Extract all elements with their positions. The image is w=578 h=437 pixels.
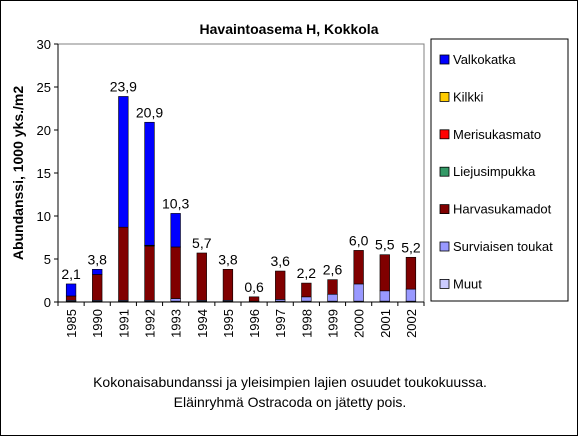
- legend-swatch: [440, 55, 449, 64]
- bar-segment: [406, 257, 416, 289]
- caption-line-2: Eläinryhmä Ostracoda on jätetty pois.: [1, 394, 578, 410]
- x-tick-label: 1990: [90, 309, 105, 338]
- bar-segment: [302, 297, 312, 301]
- bar-segment: [66, 296, 76, 300]
- total-data-label: 5,2: [401, 239, 421, 255]
- legend-swatch: [440, 205, 449, 214]
- legend-label: Surviaisen toukat: [453, 239, 553, 254]
- legend-label: Kilkki: [453, 89, 483, 104]
- bar-segment: [380, 291, 390, 301]
- legend-label: Merisukasmato: [453, 127, 541, 142]
- x-tick-label: 1995: [221, 309, 236, 338]
- bar-segment: [171, 299, 181, 302]
- y-tick-label: 5: [44, 252, 51, 267]
- total-data-label: 5,5: [375, 237, 395, 253]
- chart-title: Havaintoasema H, Kokkola: [200, 21, 379, 37]
- bar-segment: [197, 253, 207, 300]
- legend-swatch: [440, 130, 449, 139]
- total-data-label: 0,6: [244, 279, 264, 295]
- legend-swatch: [440, 242, 449, 251]
- bar-segment: [92, 269, 102, 274]
- bar-segment: [119, 96, 129, 227]
- legend-label: Liejusimpukka: [453, 164, 536, 179]
- bar-segment: [145, 122, 155, 245]
- total-data-label: 10,3: [162, 195, 189, 211]
- caption-line-1: Kokonaisabundanssi ja yleisimpien lajien…: [1, 374, 578, 390]
- x-tick-label: 1993: [169, 309, 184, 338]
- x-tick-label: 1985: [64, 309, 79, 338]
- x-tick-label: 1994: [195, 309, 210, 338]
- y-tick-label: 25: [37, 80, 51, 95]
- x-tick-label: 1991: [116, 309, 131, 338]
- bar-segment: [171, 213, 181, 247]
- y-tick-label: 20: [37, 123, 51, 138]
- x-tick-label: 2002: [404, 309, 419, 338]
- legend-label: Muut: [453, 276, 482, 291]
- total-data-label: 2,1: [61, 266, 81, 282]
- bar-segment: [328, 294, 338, 301]
- y-axis-label: Abundanssi, 1000 yks./m2: [10, 86, 26, 261]
- total-data-label: 5,7: [192, 235, 212, 251]
- bar-segment: [328, 280, 338, 295]
- x-tick-label: 1997: [273, 309, 288, 338]
- bar-segment: [275, 271, 285, 299]
- x-tick-label: 2001: [378, 309, 393, 338]
- bar-segment: [354, 250, 364, 284]
- bar-segment: [171, 247, 181, 299]
- bar-segment: [249, 297, 259, 301]
- y-tick-label: 15: [37, 166, 51, 181]
- x-tick-label: 2000: [352, 309, 367, 338]
- legend-label: Valkokatka: [453, 52, 516, 67]
- bar-segment: [66, 284, 76, 296]
- bar-segment: [223, 269, 233, 300]
- x-tick-label: 1999: [326, 309, 341, 338]
- legend-label: Harvasukamadot: [453, 202, 552, 217]
- bar-segment: [92, 274, 102, 300]
- y-tick-label: 0: [44, 295, 51, 310]
- total-data-label: 2,2: [297, 265, 317, 281]
- bar-segment: [354, 284, 364, 301]
- legend-swatch: [440, 92, 449, 101]
- total-data-label: 2,6: [323, 262, 343, 278]
- bar-segment: [302, 283, 312, 297]
- total-data-label: 3,8: [218, 251, 238, 267]
- x-tick-label: 1996: [247, 309, 262, 338]
- total-data-label: 6,0: [349, 232, 369, 248]
- total-data-label: 3,6: [270, 253, 290, 269]
- total-data-label: 20,9: [136, 104, 163, 120]
- x-tick-label: 1998: [299, 309, 314, 338]
- legend-swatch: [440, 167, 449, 176]
- bar-segment: [406, 289, 416, 301]
- legend-swatch: [440, 279, 449, 288]
- total-data-label: 23,9: [110, 78, 137, 94]
- bar-segment: [119, 227, 129, 300]
- y-tick-label: 10: [37, 209, 51, 224]
- x-tick-label: 1992: [143, 309, 158, 338]
- bar-segment: [145, 246, 155, 300]
- total-data-label: 3,8: [87, 251, 107, 267]
- y-tick-label: 30: [37, 37, 51, 52]
- bar-segment: [380, 255, 390, 291]
